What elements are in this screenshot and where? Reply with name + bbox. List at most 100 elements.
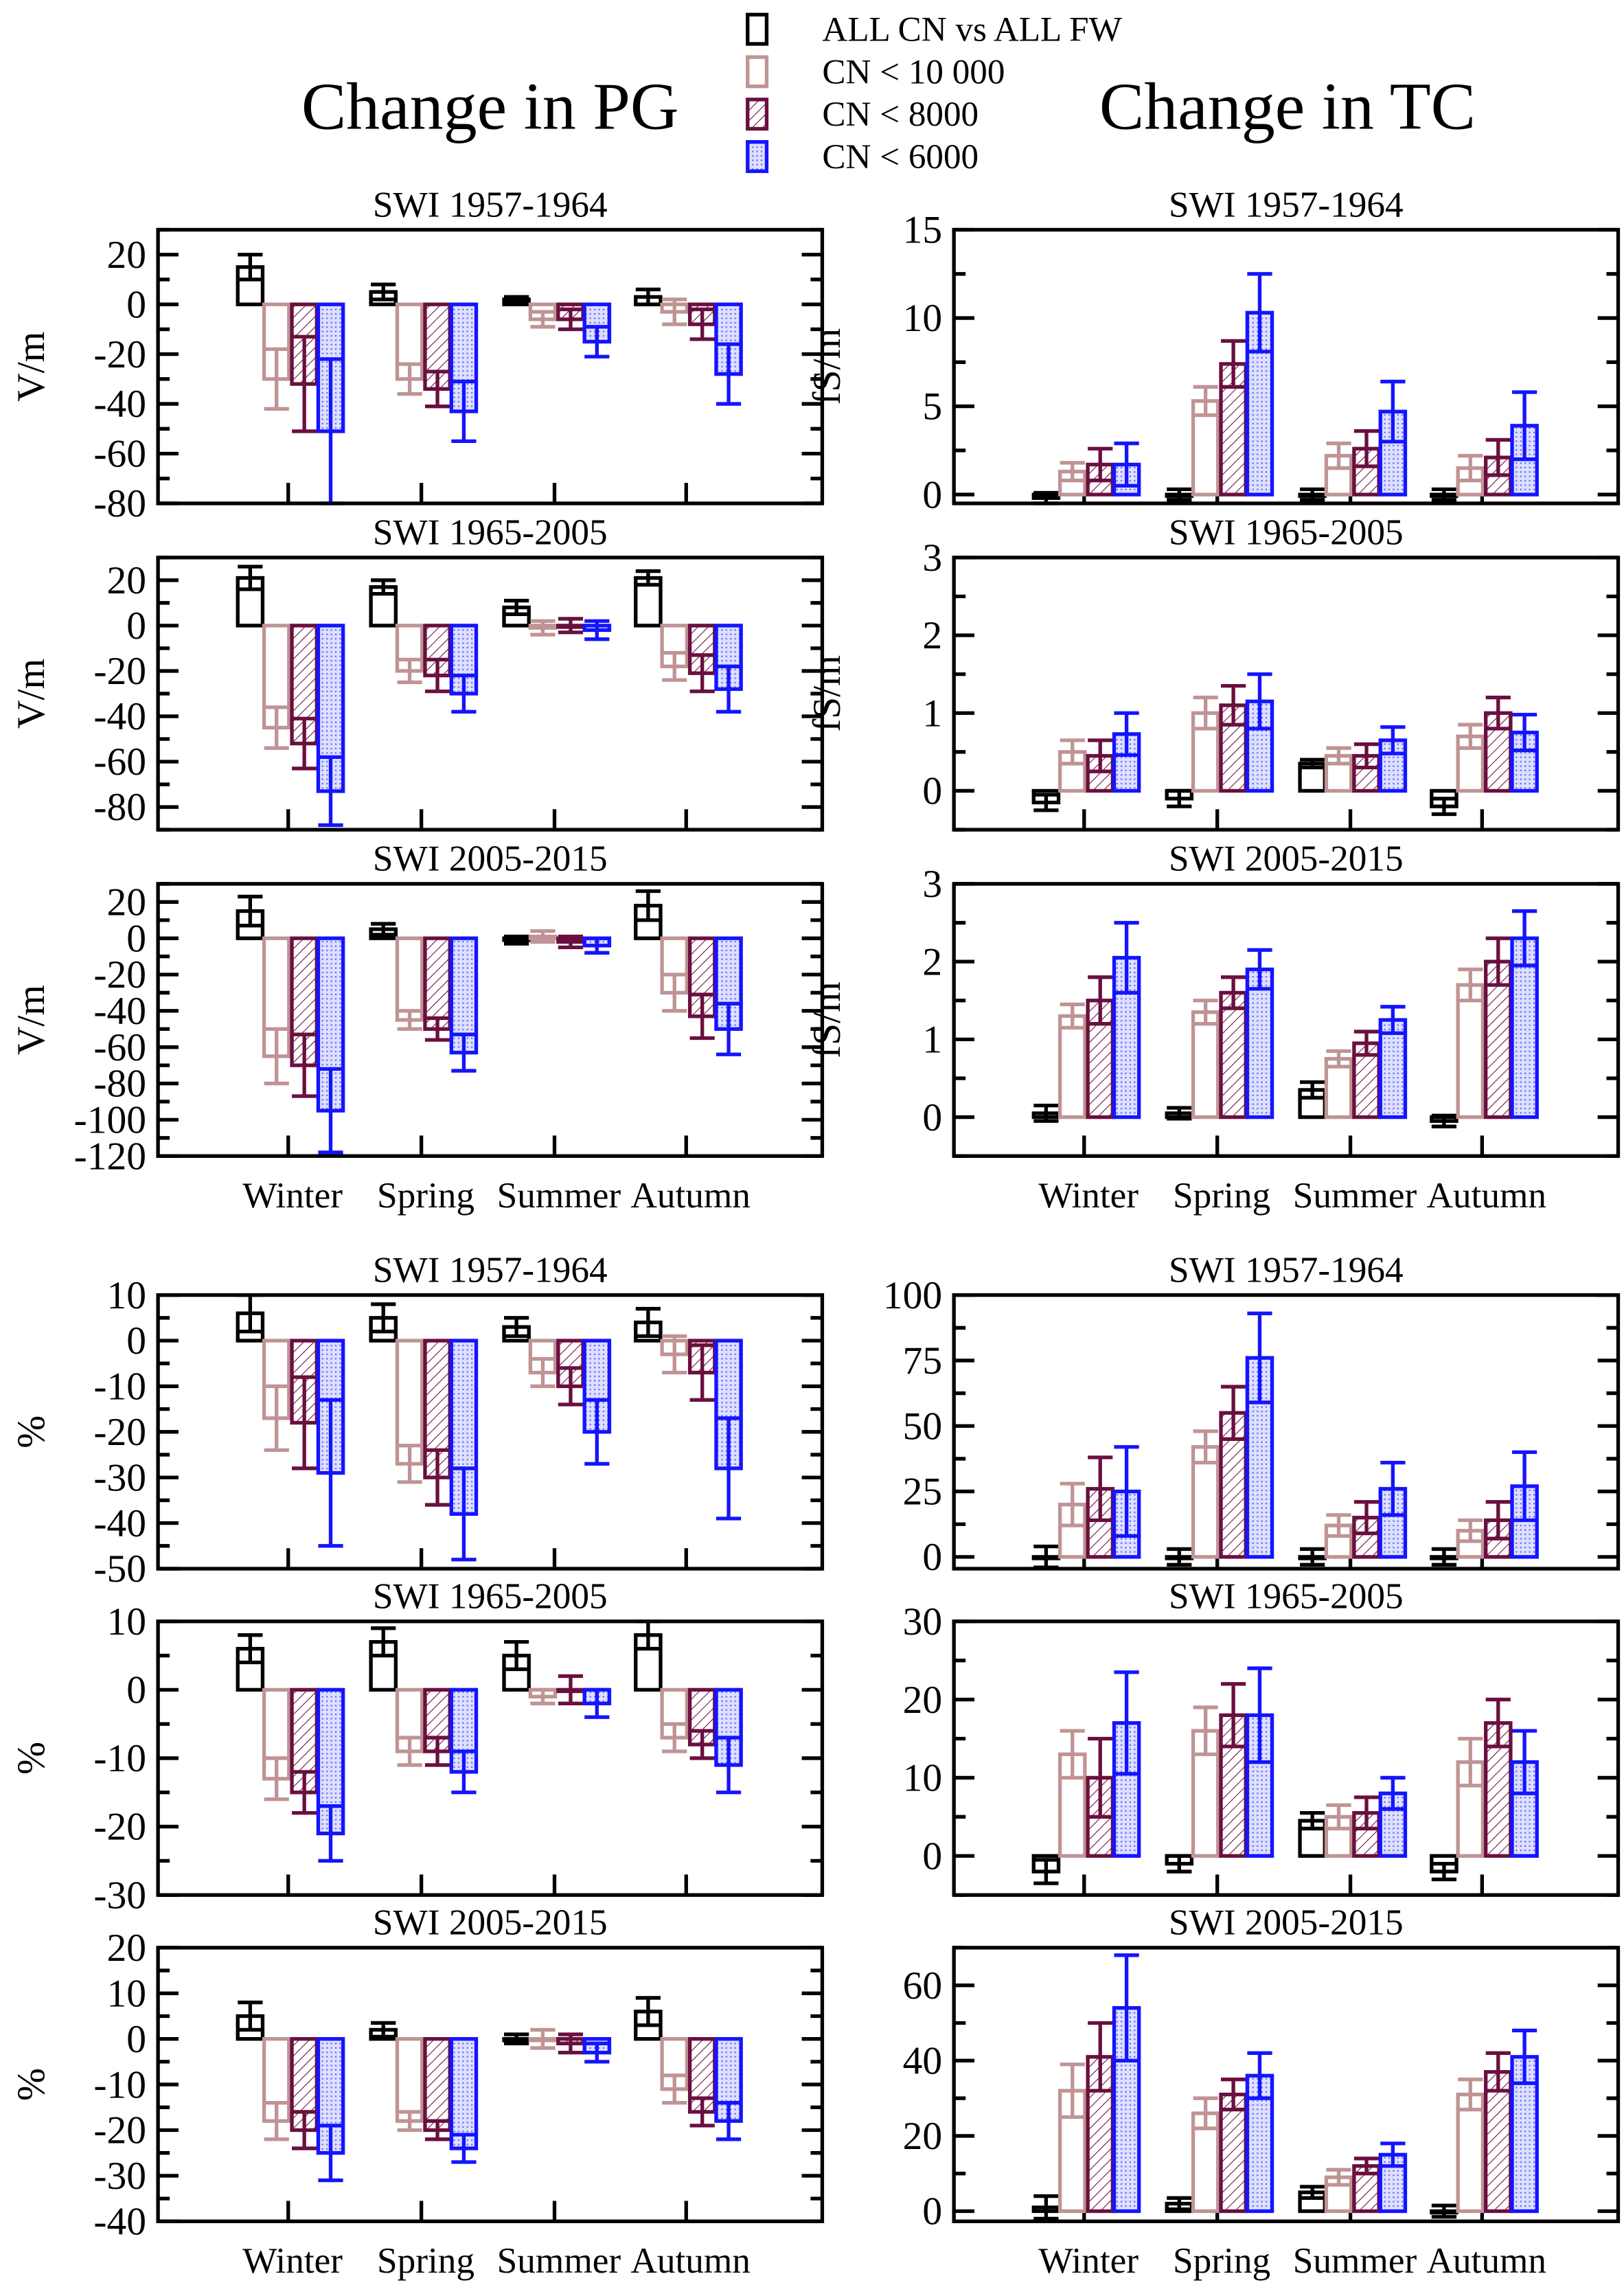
plot-frame [952,227,1621,505]
y-tick-label: 0 [126,1319,146,1363]
bar [1483,2070,1513,2214]
y-tick-label: 0 [126,604,146,648]
bar [395,2037,424,2123]
y-tick-label: -100 [74,1099,146,1142]
plot-frame [952,556,1621,832]
y-tick-label: -10 [93,1365,146,1409]
y-tick-label: -30 [93,2155,146,2198]
y-tick-label: 0 [922,1536,942,1579]
y-axis-label: fS/m [805,328,849,405]
bar [423,936,452,1031]
panel-title: SWI 1957-1964 [1169,184,1404,225]
plot-frame [156,556,825,832]
panel: SWI 1957-1964 V/m 20 0 -20 -40 -60 -80 [10,184,825,525]
bar [449,624,479,696]
y-tick-label: 1 [922,1019,942,1062]
panel-title: SWI 1965-2005 [373,512,608,553]
bar [449,1687,479,1774]
y-tick-label: -20 [93,650,146,693]
y-tick-label: -20 [93,333,146,376]
y-tick-label: 10 [107,1274,147,1317]
x-tick-label: Autumn [1426,2240,1546,2281]
y-tick-label: -30 [93,1456,146,1499]
y-tick-label: -10 [93,2063,146,2106]
panel: SWI 1965-2005 fS/m 3 2 1 0 [805,512,1621,832]
y-axis-label: fS/m [805,981,849,1058]
y-tick-label: -40 [93,383,146,426]
panel-title: SWI 1965-2005 [373,1576,608,1617]
y-tick-label: -80 [93,482,146,525]
plot-frame [952,1946,1621,2223]
legend-label: ALL CN vs ALL FW [822,10,1122,49]
bar [395,936,424,1022]
heading-pg: Change in PG [301,70,679,144]
bar [1456,2092,1485,2214]
y-tick-label: 10 [107,1600,147,1644]
x-tick-label: Autumn [630,1175,751,1216]
bar [1510,1760,1539,1858]
y-tick-label: 20 [107,559,147,602]
x-tick-label: Summer [497,1175,621,1216]
x-tick-label: Autumn [1426,1175,1546,1216]
x-tick-label: Winter [242,2240,343,2281]
y-tick-label: -40 [93,2200,146,2243]
plot-frame [156,1293,825,1571]
y-tick-label: -120 [74,1135,146,1178]
bar [1456,983,1485,1119]
bar [290,624,319,746]
y-tick-label: 0 [126,917,146,960]
y-tick-label: 75 [903,1339,943,1383]
y-tick-label: 50 [903,1405,943,1448]
y-axis-label: % [10,1742,53,1775]
y-tick-label: 2 [922,614,942,657]
y-tick-label: -40 [93,1502,146,1545]
panel: SWI 1965-2005% 10 0 -10 -20 -30 [10,1576,825,1917]
y-tick-label: -40 [93,990,146,1033]
plot-frame [156,227,825,505]
panel-title: SWI 2005-2015 [1169,839,1404,879]
bar [1324,1057,1353,1119]
y-tick-label: 2 [922,940,942,984]
y-axis-label: V/m [10,985,53,1055]
panel: SWI 2005-2015 V/m 200-20-40-60-80-100-120 W… [10,839,825,1216]
panel-title: SWI 1965-2005 [1169,512,1404,553]
bar [1057,1014,1087,1119]
y-tick-label: 3 [922,536,942,580]
panel-title: SWI 1957-1964 [373,1249,608,1290]
panel-title: SWI 2005-2015 [373,1902,608,1943]
legend-swatch [746,140,769,173]
bar [1245,1713,1274,1858]
plot-frame [952,1619,1621,1897]
y-tick-label: 100 [883,1274,942,1317]
x-tick-label: Autumn [630,2240,751,2281]
plot-frame [156,882,825,1158]
y-tick-label: 10 [903,1757,943,1800]
x-tick-label: Spring [377,2240,474,2281]
y-axis-label: fS/m [805,655,849,732]
x-tick-label: Summer [497,2240,621,2281]
y-tick-label: 60 [903,1964,943,2008]
y-tick-label: -60 [93,740,146,784]
x-tick-label: Winter [1038,1175,1139,1216]
y-tick-label: -80 [93,786,146,829]
legend-label: CN < 10 000 [822,52,1005,91]
y-tick-label: 0 [922,770,942,813]
panel-title: SWI 2005-2015 [1169,1902,1404,1943]
y-tick-label: 3 [922,863,942,906]
y-tick-label: -20 [93,2109,146,2152]
x-tick-label: Winter [242,1175,343,1216]
y-axis-label: % [10,2068,53,2101]
y-tick-label: -40 [93,695,146,738]
panel: SWI 1965-2005 V/m 200-20-40-60-80 [10,512,825,832]
y-tick-label: 20 [903,2115,943,2158]
panel: SWI 2005-2015 60 40 20 0 Winter Spring Summer Au… [903,1902,1621,2281]
y-tick-label: -80 [93,1062,146,1106]
bar [1219,2092,1248,2214]
panel-title: SWI 1957-1964 [1169,1249,1404,1290]
y-tick-label: 0 [126,2018,146,2061]
y-tick-label: -50 [93,1547,146,1591]
y-tick-label: 15 [903,209,943,252]
panel-title: SWI 1965-2005 [1169,1576,1404,1617]
y-axis-label: % [10,1416,53,1448]
